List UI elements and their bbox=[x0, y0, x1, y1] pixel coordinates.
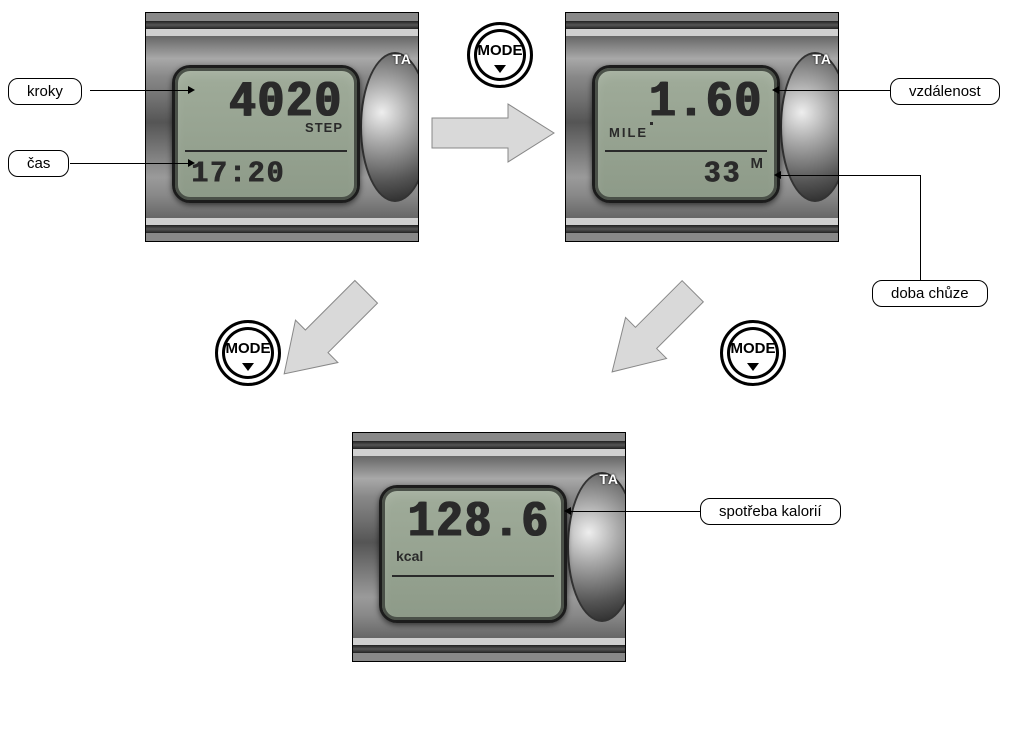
device-step-time: TA 4020 STEP 17:20 bbox=[145, 12, 419, 242]
value-time: 17:20 bbox=[191, 157, 285, 191]
brand-corner: TA bbox=[599, 471, 619, 487]
unit-mile: MILE bbox=[609, 122, 653, 140]
brand-corner: TA bbox=[812, 51, 832, 67]
cycle-arrow-upleft-icon bbox=[258, 260, 398, 400]
unit-step: STEP bbox=[305, 120, 343, 135]
lcd-mile-duration: 1.60 MILE 33 M bbox=[592, 65, 780, 203]
callout-spotreba: spotřeba kalorií bbox=[700, 498, 841, 525]
lead-kroky bbox=[90, 90, 190, 91]
side-button bbox=[780, 52, 839, 202]
lcd-step-time: 4020 STEP 17:20 bbox=[172, 65, 360, 203]
lead-cas bbox=[70, 163, 190, 164]
callout-cas: čas bbox=[8, 150, 69, 177]
arrowhead-icon bbox=[774, 171, 781, 179]
value-kcal: 128.6 bbox=[408, 494, 550, 552]
mode-label: MODE bbox=[470, 42, 530, 59]
lead-vzdalenost bbox=[778, 90, 890, 91]
arrowhead-icon bbox=[564, 507, 571, 515]
value-duration: 33 bbox=[703, 157, 741, 191]
arrowhead-icon bbox=[188, 86, 195, 94]
lcd-divider bbox=[392, 575, 554, 577]
brand-corner: TA bbox=[392, 51, 412, 67]
side-button bbox=[360, 52, 419, 202]
device-mile-duration: TA 1.60 MILE 33 M bbox=[565, 12, 839, 242]
lead-doba-h bbox=[780, 175, 920, 176]
cycle-arrow-right-icon bbox=[430, 98, 558, 168]
side-button bbox=[567, 472, 626, 622]
device-kcal: TA 128.6 kcal bbox=[352, 432, 626, 662]
diagram-stage: TA 4020 STEP 17:20 kroky čas MODE TA 1.6… bbox=[0, 0, 1024, 743]
lcd-divider bbox=[605, 150, 767, 152]
mode-button[interactable]: MODE bbox=[467, 22, 533, 88]
unit-minutes: M bbox=[751, 155, 764, 172]
mode-button[interactable]: MODE bbox=[720, 320, 786, 386]
callout-vzdalenost: vzdálenost bbox=[890, 78, 1000, 105]
callout-doba: doba chůze bbox=[872, 280, 988, 307]
value-distance: 1.60 bbox=[649, 74, 763, 132]
mode-label: MODE bbox=[723, 340, 783, 357]
arrowhead-icon bbox=[188, 159, 195, 167]
lead-spotreba bbox=[570, 511, 700, 512]
unit-kcal: kcal bbox=[396, 548, 423, 564]
lcd-divider bbox=[185, 150, 347, 152]
lcd-kcal: 128.6 kcal bbox=[379, 485, 567, 623]
lead-doba-v bbox=[920, 175, 921, 280]
callout-kroky: kroky bbox=[8, 78, 82, 105]
arrowhead-icon bbox=[772, 86, 779, 94]
cycle-arrow-downleft-icon bbox=[586, 268, 716, 398]
